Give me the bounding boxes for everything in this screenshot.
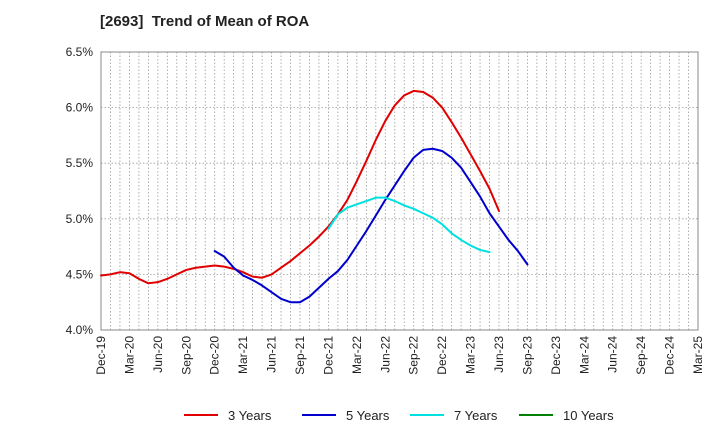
legend-swatch-7-years — [410, 414, 444, 416]
chart-title: [2693] Trend of Mean of ROA — [100, 13, 310, 30]
line-chart: 4.0% 4.5% 5.0% 5.5% 6.0% 6.5% Dec-19 Mar-20 Jun… — [66, 45, 705, 375]
legend-swatch-10-years — [519, 414, 553, 416]
x-tick-label: Sep-24 — [634, 336, 648, 375]
legend-label-7-years: 7 Years — [454, 407, 498, 423]
x-tick-label: Mar-23 — [464, 336, 478, 374]
legend-item-7-years: 7 Years — [410, 404, 497, 426]
legend: 3 Years 5 Years 7 Years 10 Years — [0, 404, 720, 428]
y-tick-label: 6.0% — [66, 101, 94, 115]
x-tick-label: Jun-21 — [265, 336, 279, 373]
grid-lines — [101, 52, 698, 330]
x-tick-label: Jun-24 — [606, 336, 620, 373]
series-lines — [100, 89, 529, 304]
x-tick-label: Jun-23 — [492, 336, 506, 373]
x-axis-ticks: Dec-19 Mar-20 Jun-20 Sep-20 Dec-20 Mar-21 Jun-… — [94, 336, 705, 375]
legend-swatch-3-years — [184, 414, 218, 416]
x-tick-label: Mar-22 — [350, 336, 364, 374]
legend-item-10-years: 10 Years — [519, 404, 614, 426]
y-tick-label: 4.5% — [66, 267, 94, 281]
y-axis-ticks: 4.0% 4.5% 5.0% 5.5% 6.0% 6.5% — [66, 45, 94, 337]
x-tick-label: Sep-21 — [293, 336, 307, 375]
legend-item-3-years: 3 Years — [184, 404, 271, 426]
x-tick-label: Dec-22 — [435, 336, 449, 375]
x-tick-label: Mar-24 — [577, 336, 591, 374]
x-tick-label: Dec-23 — [549, 336, 563, 375]
x-tick-label: Jun-22 — [378, 336, 392, 373]
legend-label-10-years: 10 Years — [563, 407, 614, 423]
x-tick-label: Mar-21 — [236, 336, 250, 374]
series-line-3-years — [100, 89, 500, 285]
x-tick-label: Dec-20 — [208, 336, 222, 375]
x-tick-label: Sep-20 — [179, 336, 193, 375]
x-tick-label: Dec-24 — [663, 336, 677, 375]
x-tick-label: Jun-20 — [151, 336, 165, 373]
series-line-5-years — [213, 147, 529, 304]
x-tick-label: Mar-25 — [691, 336, 705, 374]
legend-label-5-years: 5 Years — [346, 407, 390, 423]
x-tick-label: Sep-22 — [407, 336, 421, 375]
legend-item-5-years: 5 Years — [302, 404, 389, 426]
y-tick-label: 5.0% — [66, 212, 94, 226]
y-tick-label: 6.5% — [66, 45, 94, 59]
x-tick-label: Dec-21 — [321, 336, 335, 375]
y-tick-label: 5.5% — [66, 156, 94, 170]
plot-area-border — [100, 51, 699, 331]
y-tick-label: 4.0% — [66, 323, 94, 337]
legend-label-3-years: 3 Years — [228, 407, 272, 423]
x-tick-label: Mar-20 — [122, 336, 136, 374]
x-tick-label: Dec-19 — [94, 336, 108, 375]
legend-swatch-5-years — [302, 414, 336, 416]
series-line-7-years — [327, 196, 491, 254]
x-tick-label: Sep-23 — [520, 336, 534, 375]
